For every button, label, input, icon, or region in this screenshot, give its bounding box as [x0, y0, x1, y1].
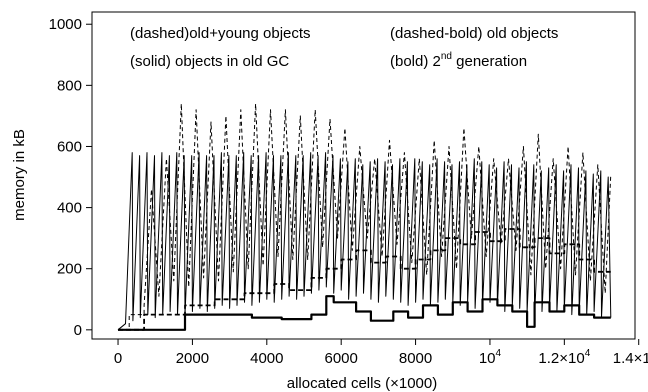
legend-entry-2nd-generation-suffix: generation	[452, 53, 527, 70]
y-tick-label: 200	[57, 261, 82, 278]
legend-entry-old-gc: (solid) objects in old GC	[130, 53, 289, 70]
x-tick-label: 0	[114, 350, 122, 367]
legend-entry-2nd-generation-text: (bold) 2	[390, 53, 441, 70]
x-tick-label: 104	[479, 348, 502, 367]
y-axis: 0 200 400 600 800 1000	[49, 16, 92, 339]
legend-entry-old-young: (dashed)old+young objects	[130, 25, 311, 42]
legend-entry-2nd-generation: (bold) 2nd generation	[390, 51, 527, 70]
x-tick-label: 2000	[176, 350, 209, 367]
y-tick-label: 800	[57, 77, 82, 94]
x-tick-label: 8000	[399, 350, 432, 367]
x-tick-label: 4000	[250, 350, 283, 367]
y-tick-label: 600	[57, 138, 82, 155]
y-axis-label: memory in kB	[11, 129, 28, 221]
y-tick-label: 0	[74, 322, 82, 339]
legend: (dashed)old+young objects (dashed-bold) …	[130, 25, 558, 70]
y-tick-label: 1000	[49, 16, 82, 33]
series-line-solid	[117, 152, 612, 331]
plot-frame	[91, 11, 636, 340]
x-tick-label: 1.2×104	[538, 348, 590, 367]
x-axis: 0 2000 4000 6000 8000 104 1.2×104 1.4×104	[114, 339, 648, 367]
x-axis-label: allocated cells (×1000)	[287, 375, 438, 392]
x-tick-label: 1.4×104	[613, 348, 648, 367]
legend-entry-2nd-generation-sup: nd	[441, 51, 452, 62]
x-tick-label: 6000	[324, 350, 357, 367]
series-layer	[117, 103, 612, 331]
series-line-bold	[118, 295, 611, 331]
y-tick-label: 400	[57, 200, 82, 217]
legend-entry-old: (dashed-bold) old objects	[390, 25, 558, 42]
